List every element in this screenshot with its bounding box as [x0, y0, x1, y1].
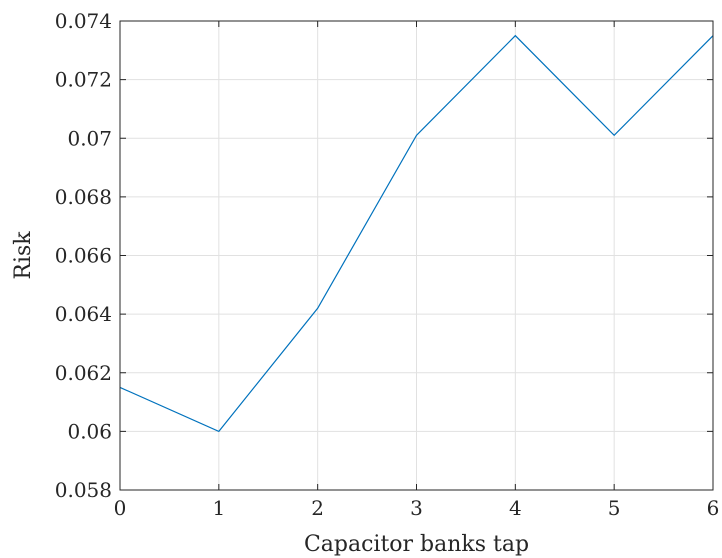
x-tick-label: 4	[509, 496, 522, 520]
y-tick-label: 0.068	[55, 185, 112, 209]
x-tick-labels: 0 1 2 3 4 5 6	[114, 496, 720, 520]
y-tick-labels: 0.058 0.06 0.062 0.064 0.066 0.068 0.07 0.072 0.…	[55, 9, 112, 502]
x-axis-label: Capacitor banks tap	[304, 532, 529, 557]
x-tick-label: 0	[114, 496, 127, 520]
x-tick-label: 3	[410, 496, 423, 520]
y-tick-label: 0.066	[55, 244, 112, 268]
x-tick-label: 2	[311, 496, 324, 520]
y-tick-label: 0.072	[55, 68, 112, 92]
grid	[119, 20, 714, 491]
y-tick-label: 0.07	[67, 126, 112, 150]
y-tick-label: 0.064	[55, 302, 112, 326]
x-tick-label: 5	[608, 496, 621, 520]
y-axis-label: Risk	[11, 231, 36, 280]
tick-marks	[119, 20, 714, 491]
x-tick-label: 6	[707, 496, 720, 520]
y-tick-label: 0.06	[67, 419, 112, 443]
series-layer	[119, 34, 714, 433]
x-tick-label: 1	[212, 496, 225, 520]
y-tick-label: 0.062	[55, 361, 112, 385]
y-tick-label: 0.058	[55, 478, 112, 502]
y-tick-label: 0.074	[55, 9, 112, 33]
series-line	[119, 34, 714, 433]
